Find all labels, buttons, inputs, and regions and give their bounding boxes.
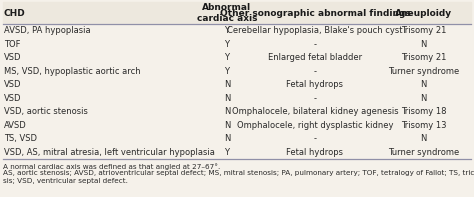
Text: N: N bbox=[224, 134, 230, 143]
Bar bbox=[3, 91, 471, 105]
Text: Y: Y bbox=[225, 148, 229, 157]
Text: Trisomy 21: Trisomy 21 bbox=[401, 53, 446, 62]
Bar bbox=[3, 51, 471, 64]
Text: N: N bbox=[420, 134, 427, 143]
Text: Y: Y bbox=[225, 53, 229, 62]
Bar bbox=[3, 64, 471, 78]
Text: -: - bbox=[313, 67, 317, 76]
Text: A normal cardiac axis was defined as that angled at 27–67°.: A normal cardiac axis was defined as tha… bbox=[3, 163, 220, 170]
Text: TS, VSD: TS, VSD bbox=[4, 134, 37, 143]
Text: -: - bbox=[313, 94, 317, 103]
Text: Turner syndrome: Turner syndrome bbox=[388, 67, 459, 76]
Bar bbox=[3, 78, 471, 91]
Text: Y: Y bbox=[225, 67, 229, 76]
Text: Trisomy 13: Trisomy 13 bbox=[401, 121, 446, 130]
Text: -: - bbox=[313, 134, 317, 143]
Text: N: N bbox=[224, 94, 230, 103]
Bar bbox=[3, 146, 471, 159]
Text: Omphalocele, right dysplastic kidney: Omphalocele, right dysplastic kidney bbox=[237, 121, 393, 130]
Text: N: N bbox=[420, 80, 427, 89]
Text: Trisomy 21: Trisomy 21 bbox=[401, 26, 446, 35]
Text: Turner syndrome: Turner syndrome bbox=[388, 148, 459, 157]
Text: Aneuploidy: Aneuploidy bbox=[395, 8, 452, 18]
Text: VSD, AS, mitral atresia, left ventricular hypoplasia: VSD, AS, mitral atresia, left ventricula… bbox=[4, 148, 215, 157]
Text: VSD: VSD bbox=[4, 53, 21, 62]
Text: Cerebellar hypoplasia, Blake's pouch cyst: Cerebellar hypoplasia, Blake's pouch cys… bbox=[227, 26, 403, 35]
Text: N: N bbox=[420, 40, 427, 49]
Text: TOF: TOF bbox=[4, 40, 20, 49]
Text: VSD: VSD bbox=[4, 94, 21, 103]
Text: VSD: VSD bbox=[4, 80, 21, 89]
Bar bbox=[3, 24, 471, 37]
Text: Omphalocele, bilateral kidney agenesis: Omphalocele, bilateral kidney agenesis bbox=[232, 107, 398, 116]
Text: AS, aortic stenosis; AVSD, atrioventricular septal defect; MS, mitral stenosis; : AS, aortic stenosis; AVSD, atrioventricu… bbox=[3, 170, 474, 177]
Bar bbox=[3, 2, 471, 24]
Text: -: - bbox=[313, 40, 317, 49]
Text: N: N bbox=[224, 121, 230, 130]
Bar bbox=[3, 132, 471, 146]
Text: CHD: CHD bbox=[4, 8, 26, 18]
Text: sis; VSD, ventricular septal defect.: sis; VSD, ventricular septal defect. bbox=[3, 178, 128, 184]
Text: Fetal hydrops: Fetal hydrops bbox=[286, 80, 344, 89]
Text: VSD, aortic stenosis: VSD, aortic stenosis bbox=[4, 107, 88, 116]
Text: Fetal hydrops: Fetal hydrops bbox=[286, 148, 344, 157]
Text: AVSD, PA hypoplasia: AVSD, PA hypoplasia bbox=[4, 26, 91, 35]
Text: Trisomy 18: Trisomy 18 bbox=[401, 107, 446, 116]
Text: N: N bbox=[420, 94, 427, 103]
Text: Enlarged fetal bladder: Enlarged fetal bladder bbox=[268, 53, 362, 62]
Text: AVSD: AVSD bbox=[4, 121, 27, 130]
Bar bbox=[3, 105, 471, 119]
Bar bbox=[3, 119, 471, 132]
Text: Y: Y bbox=[225, 40, 229, 49]
Text: MS, VSD, hypoplastic aortic arch: MS, VSD, hypoplastic aortic arch bbox=[4, 67, 141, 76]
Text: N: N bbox=[224, 80, 230, 89]
Text: N: N bbox=[224, 107, 230, 116]
Bar bbox=[3, 37, 471, 51]
Text: Y: Y bbox=[225, 26, 229, 35]
Text: Abnormal
cardiac axis: Abnormal cardiac axis bbox=[197, 3, 257, 23]
Text: Other sonographic abnormal findings: Other sonographic abnormal findings bbox=[219, 8, 410, 18]
